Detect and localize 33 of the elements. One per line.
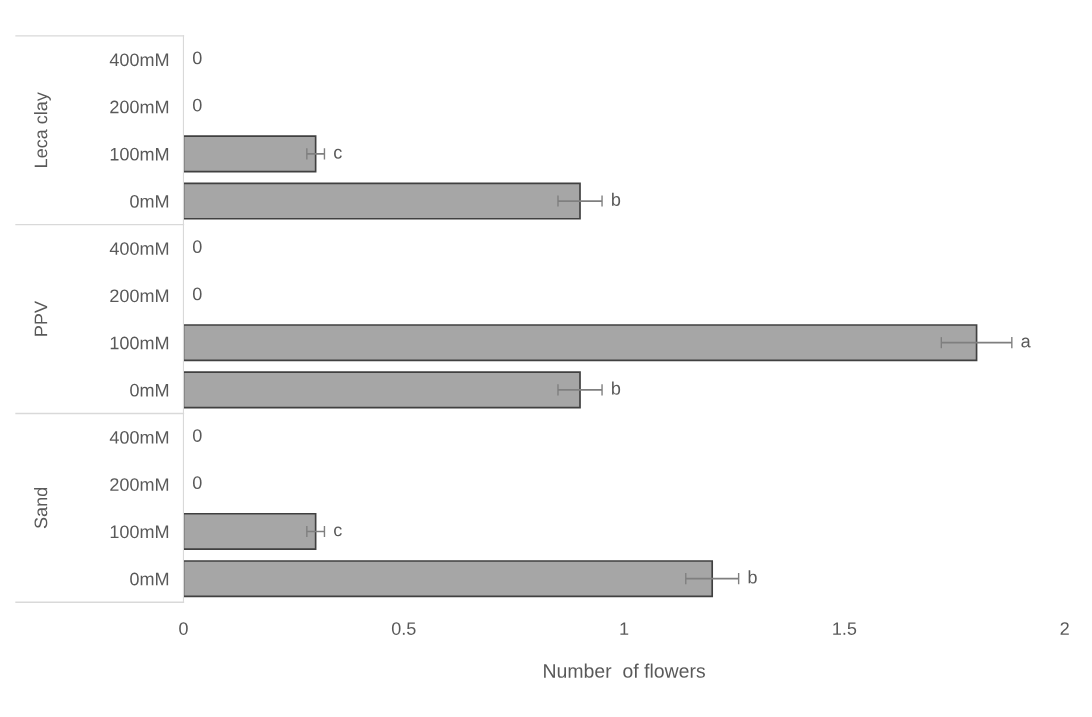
text: Sand [34,487,48,529]
data-label: c [334,148,342,159]
y-tick-label: 100mM [110,525,169,539]
y-tick-label: 200mM [110,289,169,303]
data-label: c [334,526,342,537]
y-tick-label: 400mM [109,53,169,67]
data-label: b [748,570,757,584]
y-tick-label: 0mM [130,194,169,208]
data-label: b [612,381,621,395]
x-tick-label: 2 [1060,622,1069,635]
data-label: 0 [192,429,202,442]
text: Leca clay [34,92,51,167]
data-label: 0 [192,287,202,301]
text: PPV [34,301,48,336]
y-tick-label: 400mM [109,431,169,444]
y-tick-label: 200mM [110,478,169,491]
y-tick-label: 100mM [110,147,169,161]
y-tick-label: 0mM [130,572,169,586]
y-tick-label: 0mM [130,383,169,397]
data-label: a [1021,337,1031,348]
data-label: 0 [192,51,202,65]
data-label: 0 [192,98,202,112]
data-label: 0 [192,476,202,490]
y-tick-label: 400mM [109,242,169,255]
x-tick-label: 1 [620,622,629,635]
x-tick-label: 1.5 [833,622,857,635]
x-tick-label: 0.5 [391,622,416,635]
data-label: b [612,192,621,206]
y-tick-label: 200mM [110,100,169,114]
x-axis-title: Number of flowers [544,663,705,678]
data-label: 0 [192,240,202,254]
x-tick-label: 0 [179,622,188,635]
y-tick-label: 100mM [110,336,169,350]
